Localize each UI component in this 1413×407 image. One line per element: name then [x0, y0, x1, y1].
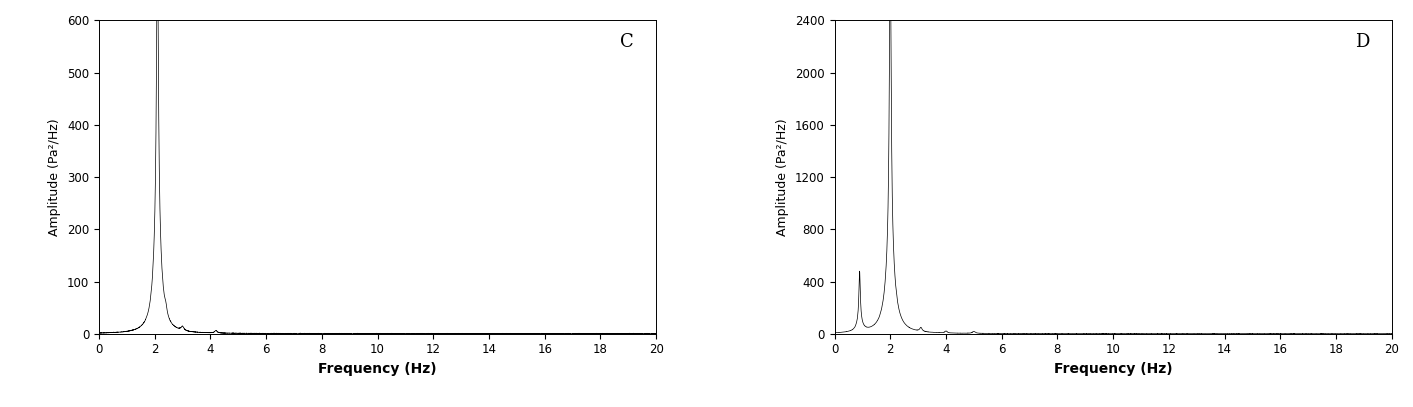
- Text: C: C: [620, 33, 634, 51]
- X-axis label: Frequency (Hz): Frequency (Hz): [1054, 362, 1173, 376]
- Text: D: D: [1355, 33, 1369, 51]
- Y-axis label: Amplitude (Pa²/Hz): Amplitude (Pa²/Hz): [48, 118, 61, 236]
- Y-axis label: Amplitude (Pa²/Hz): Amplitude (Pa²/Hz): [777, 118, 790, 236]
- X-axis label: Frequency (Hz): Frequency (Hz): [318, 362, 437, 376]
